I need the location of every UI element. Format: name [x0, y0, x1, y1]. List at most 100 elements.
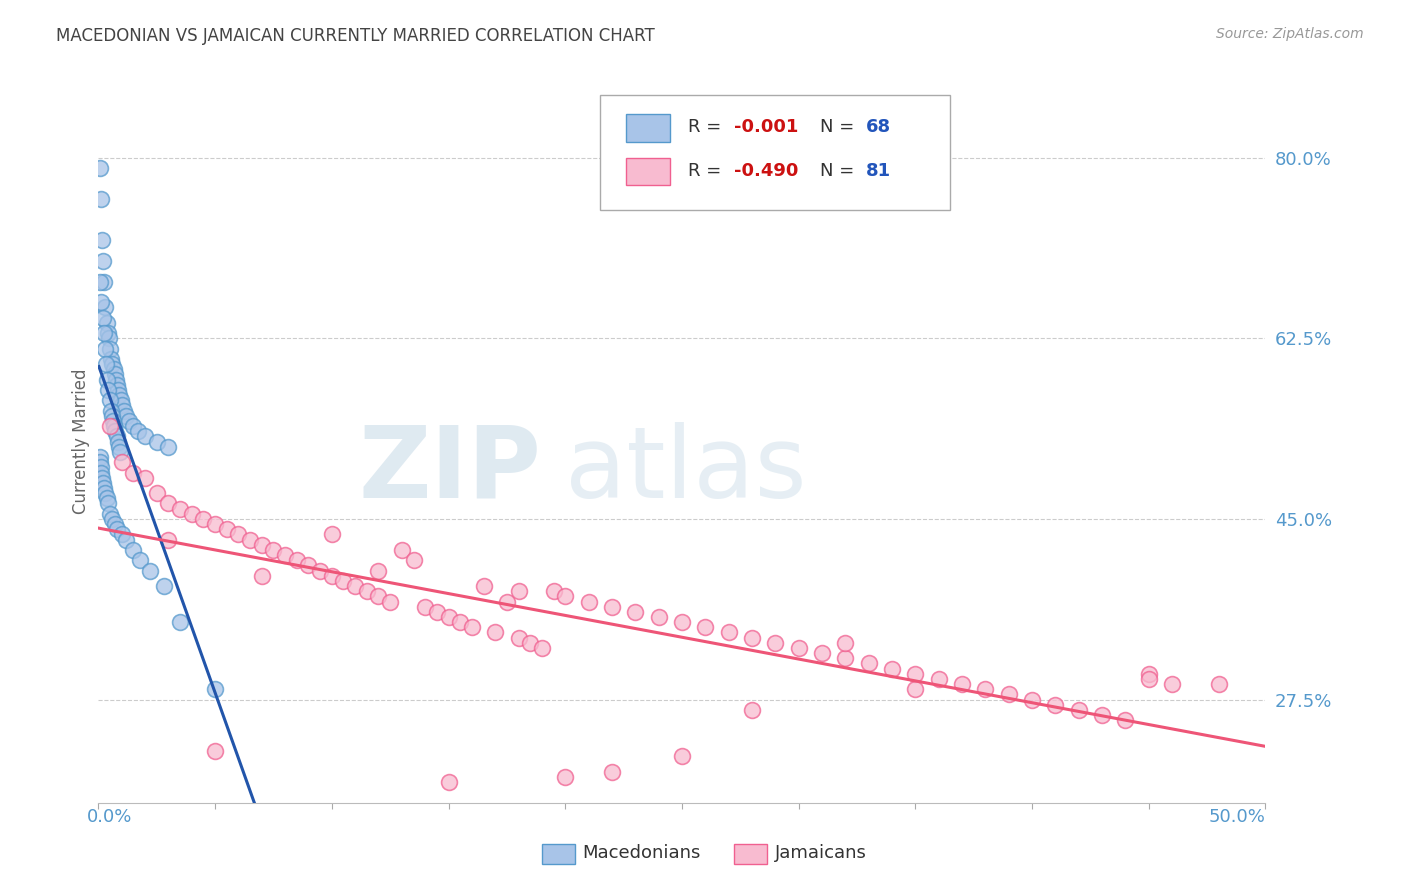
- Point: [90, 460, 112, 475]
- Point: [624, 605, 647, 619]
- Point: [332, 574, 354, 588]
- Point: [101, 357, 124, 371]
- Point: [100, 351, 122, 366]
- Point: [105, 522, 128, 536]
- Text: MACEDONIAN VS JAMAICAN CURRENTLY MARRIED CORRELATION CHART: MACEDONIAN VS JAMAICAN CURRENTLY MARRIED…: [56, 27, 655, 45]
- Point: [115, 533, 138, 547]
- Point: [103, 362, 125, 376]
- Point: [127, 424, 149, 438]
- Point: [122, 542, 145, 557]
- Point: [107, 383, 129, 397]
- Text: R =: R =: [688, 119, 727, 136]
- Point: [367, 564, 389, 578]
- Point: [426, 605, 449, 619]
- Point: [297, 558, 319, 573]
- Text: -0.490: -0.490: [734, 161, 799, 179]
- Point: [118, 414, 141, 428]
- Point: [391, 542, 413, 557]
- Point: [134, 429, 156, 443]
- FancyBboxPatch shape: [734, 844, 768, 864]
- Point: [496, 594, 519, 608]
- Point: [105, 377, 128, 392]
- Point: [122, 466, 145, 480]
- Point: [97, 496, 120, 510]
- Point: [157, 440, 180, 454]
- Point: [695, 620, 717, 634]
- Point: [472, 579, 495, 593]
- Point: [169, 615, 191, 630]
- Point: [108, 440, 131, 454]
- Point: [239, 533, 262, 547]
- Y-axis label: Currently Married: Currently Married: [72, 368, 90, 515]
- Point: [811, 646, 834, 660]
- Point: [508, 631, 530, 645]
- Text: R =: R =: [688, 161, 727, 179]
- Point: [134, 471, 156, 485]
- Point: [108, 388, 131, 402]
- Point: [107, 434, 129, 449]
- Point: [402, 553, 425, 567]
- Point: [367, 590, 389, 604]
- Point: [89, 450, 111, 464]
- Text: Source: ZipAtlas.com: Source: ZipAtlas.com: [1216, 27, 1364, 41]
- Point: [111, 455, 134, 469]
- Point: [101, 414, 124, 428]
- Point: [309, 564, 332, 578]
- Point: [834, 636, 856, 650]
- FancyBboxPatch shape: [626, 114, 671, 142]
- Point: [91, 475, 114, 490]
- Point: [94, 301, 117, 315]
- Point: [93, 481, 115, 495]
- Point: [228, 527, 250, 541]
- Point: [449, 615, 471, 630]
- Point: [413, 599, 436, 614]
- Point: [204, 517, 226, 532]
- Point: [98, 419, 121, 434]
- Point: [111, 527, 134, 541]
- Point: [262, 542, 284, 557]
- Point: [543, 584, 565, 599]
- Text: Macedonians: Macedonians: [582, 845, 702, 863]
- Point: [274, 548, 297, 562]
- Point: [97, 326, 120, 341]
- Point: [97, 383, 120, 397]
- Point: [321, 568, 343, 582]
- Point: [974, 682, 997, 697]
- Point: [104, 424, 127, 438]
- Point: [1137, 672, 1160, 686]
- Point: [204, 682, 226, 697]
- Text: 50.0%: 50.0%: [1209, 808, 1265, 826]
- Point: [1045, 698, 1067, 712]
- Point: [157, 496, 180, 510]
- Point: [115, 409, 138, 423]
- Point: [108, 445, 131, 459]
- Point: [90, 233, 112, 247]
- Text: 68: 68: [866, 119, 891, 136]
- Point: [96, 373, 118, 387]
- Point: [100, 403, 122, 417]
- FancyBboxPatch shape: [626, 158, 671, 185]
- Point: [157, 533, 180, 547]
- Text: N =: N =: [820, 161, 859, 179]
- Point: [344, 579, 367, 593]
- Point: [104, 373, 127, 387]
- Point: [741, 631, 763, 645]
- Point: [105, 429, 128, 443]
- Point: [91, 471, 114, 485]
- Point: [89, 161, 111, 175]
- Point: [858, 657, 880, 671]
- Point: [98, 507, 121, 521]
- Point: [741, 703, 763, 717]
- Point: [112, 403, 135, 417]
- Point: [101, 512, 124, 526]
- Point: [904, 666, 927, 681]
- Point: [96, 316, 118, 330]
- Point: [129, 553, 152, 567]
- Point: [950, 677, 973, 691]
- Point: [530, 640, 553, 655]
- Point: [484, 625, 506, 640]
- Point: [554, 770, 576, 784]
- Point: [928, 672, 950, 686]
- Text: Jamaicans: Jamaicans: [775, 845, 868, 863]
- Point: [1091, 708, 1114, 723]
